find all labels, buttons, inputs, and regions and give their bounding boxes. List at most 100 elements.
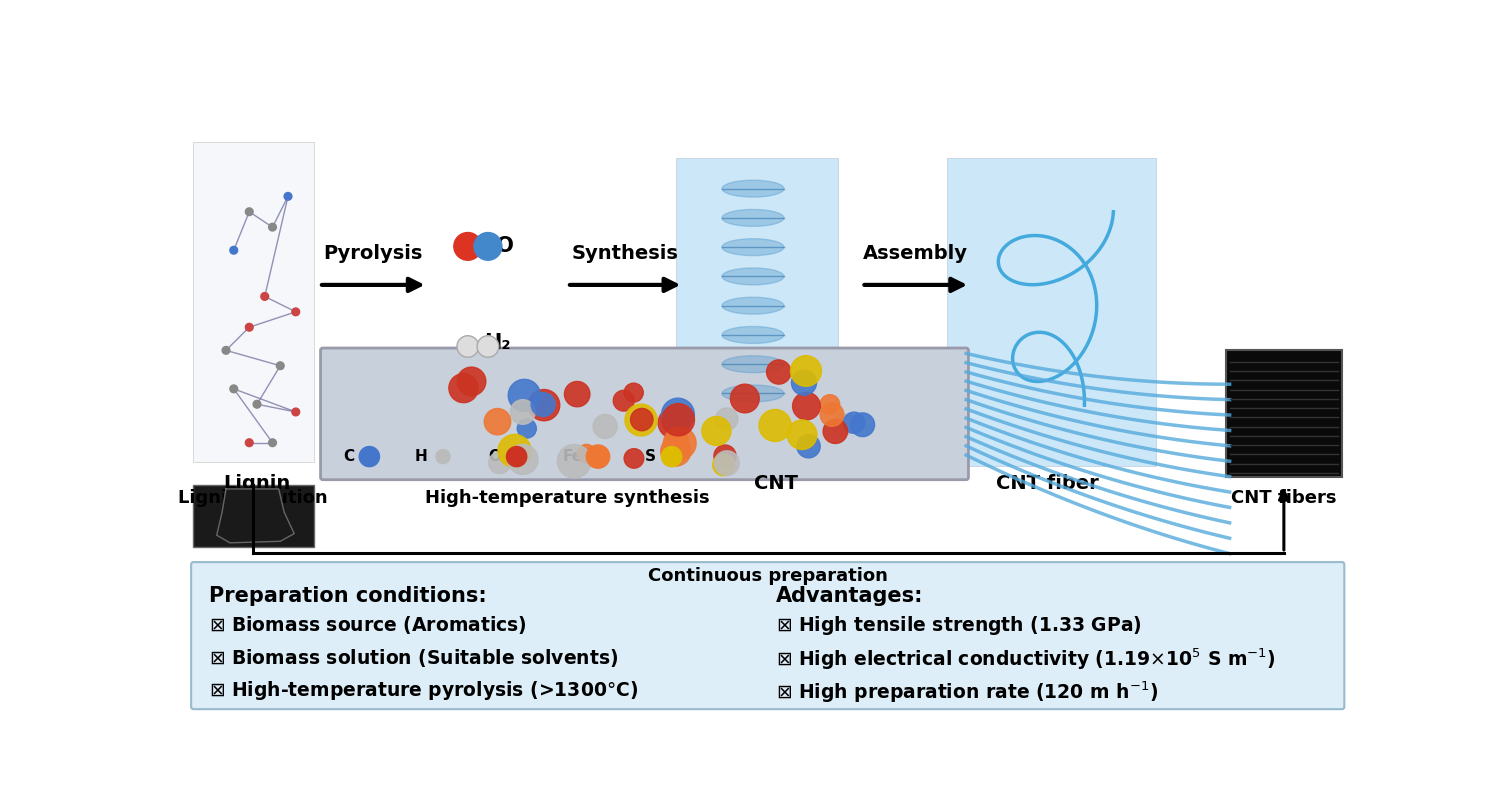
Text: $\boxtimes$ High preparation rate (120 m h$^{-1}$): $\boxtimes$ High preparation rate (120 m…: [776, 679, 1158, 705]
Ellipse shape: [722, 356, 783, 373]
Circle shape: [664, 427, 697, 460]
Circle shape: [529, 390, 560, 421]
Circle shape: [292, 308, 300, 316]
Circle shape: [667, 428, 688, 451]
FancyBboxPatch shape: [193, 485, 313, 547]
Text: CO: CO: [481, 237, 514, 257]
Circle shape: [565, 382, 590, 407]
Polygon shape: [217, 489, 294, 543]
FancyBboxPatch shape: [193, 143, 313, 462]
Text: $\boxtimes$ High electrical conductivity (1.19$\times$10$^5$ S m$^{-1}$): $\boxtimes$ High electrical conductivity…: [776, 646, 1276, 672]
Circle shape: [625, 383, 643, 402]
Circle shape: [658, 407, 689, 438]
Circle shape: [358, 446, 380, 468]
FancyBboxPatch shape: [192, 562, 1344, 709]
Circle shape: [261, 293, 268, 300]
Circle shape: [625, 404, 658, 436]
Text: Preparation conditions:: Preparation conditions:: [208, 586, 487, 606]
Circle shape: [792, 392, 821, 420]
Circle shape: [246, 323, 253, 331]
Text: Pyrolysis: Pyrolysis: [324, 245, 422, 263]
Circle shape: [716, 408, 739, 430]
Circle shape: [506, 446, 527, 468]
Circle shape: [268, 223, 276, 231]
Ellipse shape: [722, 326, 783, 343]
Circle shape: [715, 445, 736, 467]
Ellipse shape: [722, 298, 783, 314]
Circle shape: [843, 412, 864, 433]
Circle shape: [454, 233, 482, 261]
Circle shape: [222, 346, 229, 354]
Circle shape: [625, 448, 644, 468]
Circle shape: [268, 439, 276, 447]
Circle shape: [449, 374, 478, 403]
Circle shape: [292, 408, 300, 415]
Circle shape: [662, 403, 695, 436]
Text: $\boxtimes$ High-temperature pyrolysis (>1300$\degree$C): $\boxtimes$ High-temperature pyrolysis (…: [208, 679, 638, 702]
Circle shape: [703, 416, 731, 445]
Circle shape: [497, 435, 532, 468]
Text: S: S: [646, 449, 656, 464]
Circle shape: [246, 208, 253, 216]
Circle shape: [833, 414, 854, 435]
Text: Assembly: Assembly: [863, 245, 968, 263]
Circle shape: [613, 391, 634, 411]
FancyBboxPatch shape: [1225, 350, 1342, 477]
Circle shape: [517, 419, 536, 438]
Text: CNT: CNT: [755, 473, 798, 492]
Circle shape: [788, 420, 816, 449]
Circle shape: [713, 454, 734, 476]
Circle shape: [511, 399, 535, 424]
Circle shape: [484, 408, 511, 435]
Circle shape: [488, 452, 511, 474]
Circle shape: [759, 410, 791, 441]
Text: Synthesis: Synthesis: [572, 245, 679, 263]
Circle shape: [586, 444, 610, 469]
Circle shape: [276, 362, 285, 370]
Circle shape: [229, 385, 238, 393]
Text: Lignin: Lignin: [223, 473, 291, 492]
Circle shape: [661, 446, 683, 468]
Text: Lignin solution: Lignin solution: [178, 489, 328, 507]
Circle shape: [457, 336, 479, 357]
Circle shape: [229, 246, 238, 254]
Text: Continuous preparation: Continuous preparation: [647, 567, 888, 585]
Circle shape: [557, 444, 592, 478]
Text: $\boxtimes$ Biomass source (Aromatics): $\boxtimes$ Biomass source (Aromatics): [208, 614, 527, 637]
Circle shape: [508, 444, 538, 475]
Circle shape: [285, 192, 292, 200]
Text: C: C: [343, 449, 354, 464]
Text: $\boxtimes$ High tensile strength (1.33 GPa): $\boxtimes$ High tensile strength (1.33 …: [776, 614, 1141, 638]
Circle shape: [791, 355, 821, 387]
Circle shape: [593, 415, 617, 439]
Circle shape: [473, 233, 502, 261]
FancyBboxPatch shape: [676, 158, 839, 466]
Circle shape: [821, 403, 843, 427]
Circle shape: [851, 413, 875, 436]
Ellipse shape: [722, 180, 783, 197]
Circle shape: [246, 439, 253, 447]
Text: $\boxtimes$ Biomass solution (Suitable solvents): $\boxtimes$ Biomass solution (Suitable s…: [208, 646, 619, 669]
Circle shape: [457, 367, 485, 395]
Circle shape: [819, 395, 840, 414]
Circle shape: [508, 379, 541, 411]
Text: O: O: [488, 449, 502, 464]
Text: CNT fibers: CNT fibers: [1231, 489, 1336, 507]
Circle shape: [791, 371, 816, 395]
FancyBboxPatch shape: [947, 158, 1156, 466]
Ellipse shape: [722, 209, 783, 226]
Circle shape: [797, 435, 821, 458]
Circle shape: [476, 336, 499, 357]
Circle shape: [662, 398, 695, 431]
Ellipse shape: [722, 239, 783, 256]
Text: H₂: H₂: [484, 333, 511, 353]
Circle shape: [253, 400, 261, 408]
Circle shape: [577, 444, 596, 463]
Circle shape: [715, 451, 740, 476]
FancyBboxPatch shape: [321, 348, 968, 480]
Circle shape: [731, 384, 759, 413]
Text: Advantages:: Advantages:: [776, 586, 924, 606]
Circle shape: [631, 408, 653, 431]
FancyBboxPatch shape: [446, 196, 544, 381]
Circle shape: [661, 436, 691, 466]
